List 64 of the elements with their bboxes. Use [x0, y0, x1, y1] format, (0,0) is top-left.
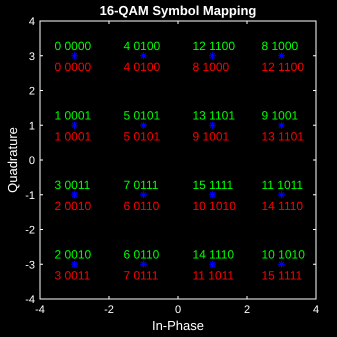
- annotation: 15 1111: [262, 268, 303, 282]
- annotation: 3 0011: [54, 178, 91, 192]
- point: [70, 121, 78, 130]
- point: [208, 52, 216, 60]
- y-tick-label: 3: [28, 50, 35, 63]
- point: [140, 52, 148, 60]
- y-tick-label: 2: [28, 86, 35, 98]
- annotation: 6 0110: [124, 198, 160, 213]
- point: [140, 121, 148, 130]
- annotation: 9 1001: [262, 108, 299, 122]
- annotation: 0 0000: [54, 60, 92, 74]
- annotation: 14 1110: [262, 198, 304, 213]
- annotation: 2 0010: [54, 198, 92, 213]
- y-tick-label: 1: [28, 120, 35, 132]
- annotation: 8 1000: [262, 38, 299, 53]
- x-axis-title: In-Phase: [152, 318, 204, 333]
- x-tick-label: 2: [244, 304, 250, 316]
- chart-title: 16-QAM Symbol Mapping: [100, 3, 256, 18]
- y-tick-label: 4: [28, 16, 35, 28]
- annotation: 11 1011: [262, 178, 304, 192]
- annotation: 10 1010: [192, 198, 236, 213]
- annotation: 8 1000: [192, 60, 230, 74]
- annotation: 12 1100: [192, 38, 236, 53]
- annotation: 1 0001: [54, 108, 92, 122]
- annotation: 13 1101: [192, 108, 236, 122]
- annotation: 4 0100: [124, 38, 161, 53]
- x-tick-label: 0: [174, 304, 182, 316]
- point: [278, 52, 286, 60]
- point: [278, 260, 286, 268]
- point: [70, 52, 78, 60]
- annotation: 13 1101: [262, 129, 304, 144]
- point: [208, 260, 216, 268]
- y-tick-label: -1: [25, 190, 35, 202]
- y-tick-label: 0: [28, 155, 35, 167]
- annotation: 10 1010: [262, 247, 306, 262]
- x-tick-label: 4: [312, 304, 320, 316]
- point: [70, 260, 78, 268]
- point: [140, 260, 148, 268]
- annotation: 11 1011: [192, 268, 234, 282]
- point: [208, 121, 216, 130]
- annotation: 1 0001: [54, 129, 92, 144]
- point: [70, 190, 78, 199]
- annotation: 14 1110: [192, 247, 234, 262]
- annotation: 3 0011: [54, 268, 91, 282]
- annotation: 6 0110: [124, 247, 160, 262]
- annotation: 9 1001: [192, 129, 230, 144]
- annotation: 5 0101: [124, 129, 161, 144]
- annotation: 5 0101: [124, 108, 161, 122]
- annotation: 15 1111: [192, 178, 234, 192]
- point: [278, 121, 286, 130]
- annotation: 12 1100: [262, 60, 304, 74]
- y-tick-label: -4: [25, 294, 35, 306]
- x-tick-label: -2: [104, 304, 114, 316]
- point: [208, 190, 216, 199]
- point: [278, 190, 286, 199]
- y-tick-label: -3: [25, 259, 35, 272]
- annotation: 2 0010: [54, 247, 92, 262]
- annotation: 7 0111: [124, 268, 159, 282]
- y-axis-title: Quadrature: [5, 127, 20, 193]
- y-tick-label: -2: [25, 224, 35, 236]
- annotation: 0 0000: [54, 38, 92, 53]
- annotation: 4 0100: [124, 60, 161, 74]
- point: [140, 190, 148, 199]
- annotation: 7 0111: [124, 178, 159, 192]
